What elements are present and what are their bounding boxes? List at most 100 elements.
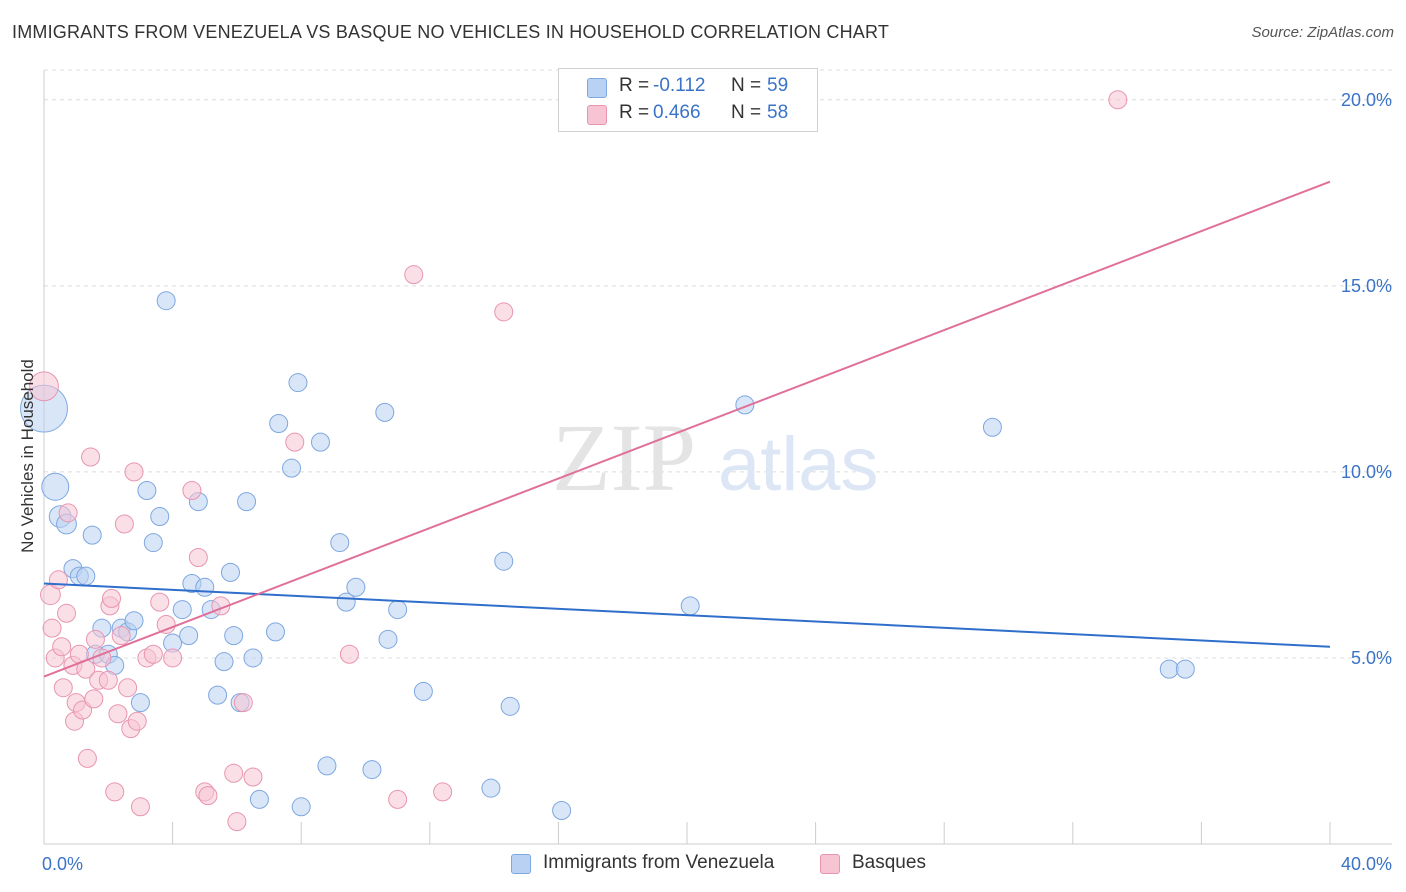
basques-point bbox=[233, 693, 253, 713]
venezuela-point bbox=[269, 414, 289, 434]
basques-point bbox=[111, 626, 131, 646]
legend-n-value: 58 bbox=[767, 102, 789, 123]
basques-point bbox=[198, 786, 218, 806]
legend-swatch-basques bbox=[587, 105, 607, 125]
basques-point bbox=[114, 514, 134, 534]
y-axis-label: No Vehicles in Household bbox=[18, 359, 37, 553]
y-tick-label: 10.0% bbox=[1341, 462, 1392, 482]
basques-point bbox=[150, 592, 170, 612]
basques-point bbox=[163, 648, 183, 668]
basques-point bbox=[143, 644, 163, 664]
basques-point bbox=[404, 265, 424, 285]
venezuela-point bbox=[481, 778, 501, 798]
basques-point bbox=[156, 614, 176, 634]
venezuela-point bbox=[243, 648, 263, 668]
basques-point bbox=[433, 782, 453, 802]
venezuela-point bbox=[1159, 659, 1179, 679]
legend-swatch-venezuela bbox=[587, 78, 607, 98]
venezuela-point bbox=[41, 472, 70, 501]
watermark: ZIP atlas bbox=[552, 404, 879, 511]
venezuela-point bbox=[552, 801, 572, 821]
venezuela-point bbox=[137, 480, 157, 500]
venezuela-point bbox=[680, 596, 700, 616]
venezuela-point bbox=[249, 789, 269, 809]
venezuela-point bbox=[208, 685, 228, 705]
basques-point bbox=[58, 503, 78, 523]
venezuela-point bbox=[288, 373, 308, 393]
venezuela-point bbox=[330, 533, 350, 553]
venezuela-point bbox=[220, 562, 240, 582]
basques-point bbox=[339, 644, 359, 664]
basques-point bbox=[388, 789, 408, 809]
venezuela-point bbox=[375, 402, 395, 422]
legend-n-label: N = bbox=[731, 102, 762, 123]
watermark-atlas: atlas bbox=[718, 422, 879, 507]
venezuela-point bbox=[156, 291, 176, 311]
tick-labels: 5.0% 10.0% 15.0% 20.0% 0.0% 40.0% bbox=[42, 90, 1392, 874]
basques-point bbox=[42, 618, 62, 638]
y-tick-label: 15.0% bbox=[1341, 276, 1392, 296]
x-tick-label: 0.0% bbox=[42, 854, 83, 874]
basques-point bbox=[494, 302, 514, 322]
basques-point bbox=[227, 812, 247, 832]
correlation-legend: R = -0.112 N = 59 R = 0.466 N = 58 bbox=[558, 68, 818, 132]
data-points bbox=[20, 90, 1195, 832]
venezuela-point bbox=[224, 626, 244, 646]
basques-point bbox=[118, 678, 138, 698]
bottom-legend-label-basques: Basques bbox=[852, 852, 926, 873]
basques-point bbox=[285, 432, 305, 452]
trend-lines bbox=[43, 180, 1331, 678]
venezuela-point bbox=[282, 458, 302, 478]
bottom-legend-swatch-venezuela bbox=[511, 854, 531, 874]
basques-point bbox=[243, 767, 263, 787]
y-tick-label: 5.0% bbox=[1351, 648, 1392, 668]
basques-point bbox=[53, 678, 73, 698]
basques-point bbox=[105, 782, 125, 802]
venezuela-point bbox=[1175, 659, 1195, 679]
venezuela-point bbox=[500, 696, 520, 716]
venezuela-point bbox=[291, 797, 311, 817]
x-tick-label: 40.0% bbox=[1341, 854, 1392, 874]
venezuela-point bbox=[378, 629, 398, 649]
basques-point bbox=[52, 637, 72, 657]
source-credit: Source: ZipAtlas.com bbox=[1251, 24, 1394, 41]
basques-point bbox=[188, 547, 208, 567]
basques-point bbox=[81, 447, 101, 467]
venezuela-point bbox=[346, 577, 366, 597]
legend-r-value: -0.112 bbox=[653, 75, 706, 96]
venezuela-point bbox=[413, 681, 433, 701]
basques-point bbox=[85, 629, 105, 649]
venezuela-point bbox=[982, 417, 1002, 437]
basques-point bbox=[108, 704, 128, 724]
bottom-legend-swatch-basques bbox=[820, 854, 840, 874]
chart-title: IMMIGRANTS FROM VENEZUELA VS BASQUE NO V… bbox=[12, 22, 890, 42]
legend-r-value: 0.466 bbox=[653, 102, 701, 123]
basques-point bbox=[102, 588, 122, 608]
legend-r-label: R = bbox=[619, 75, 650, 96]
basques-point bbox=[84, 689, 104, 709]
basques-point bbox=[182, 480, 202, 500]
venezuela-point bbox=[388, 600, 408, 620]
venezuela-point bbox=[124, 611, 144, 631]
basques-point bbox=[77, 748, 97, 768]
venezuela-point bbox=[82, 525, 102, 545]
venezuela-point bbox=[317, 756, 337, 776]
basques-point bbox=[48, 570, 68, 590]
venezuela-point bbox=[150, 507, 170, 527]
basques-point bbox=[224, 763, 244, 783]
gridlines bbox=[44, 69, 1392, 659]
y-tick-label: 20.0% bbox=[1341, 90, 1392, 110]
venezuela-point bbox=[76, 566, 96, 586]
venezuela-point bbox=[172, 600, 192, 620]
basques-point bbox=[124, 462, 144, 482]
venezuela-point bbox=[179, 626, 199, 646]
basques-point bbox=[98, 670, 118, 690]
basques-point bbox=[1108, 90, 1128, 110]
legend-n-value: 59 bbox=[767, 75, 789, 96]
venezuela-point bbox=[237, 492, 257, 512]
venezuela-point bbox=[362, 760, 382, 780]
legend-r-label: R = bbox=[619, 102, 650, 123]
venezuela-point bbox=[130, 693, 150, 713]
basques-point bbox=[130, 797, 150, 817]
